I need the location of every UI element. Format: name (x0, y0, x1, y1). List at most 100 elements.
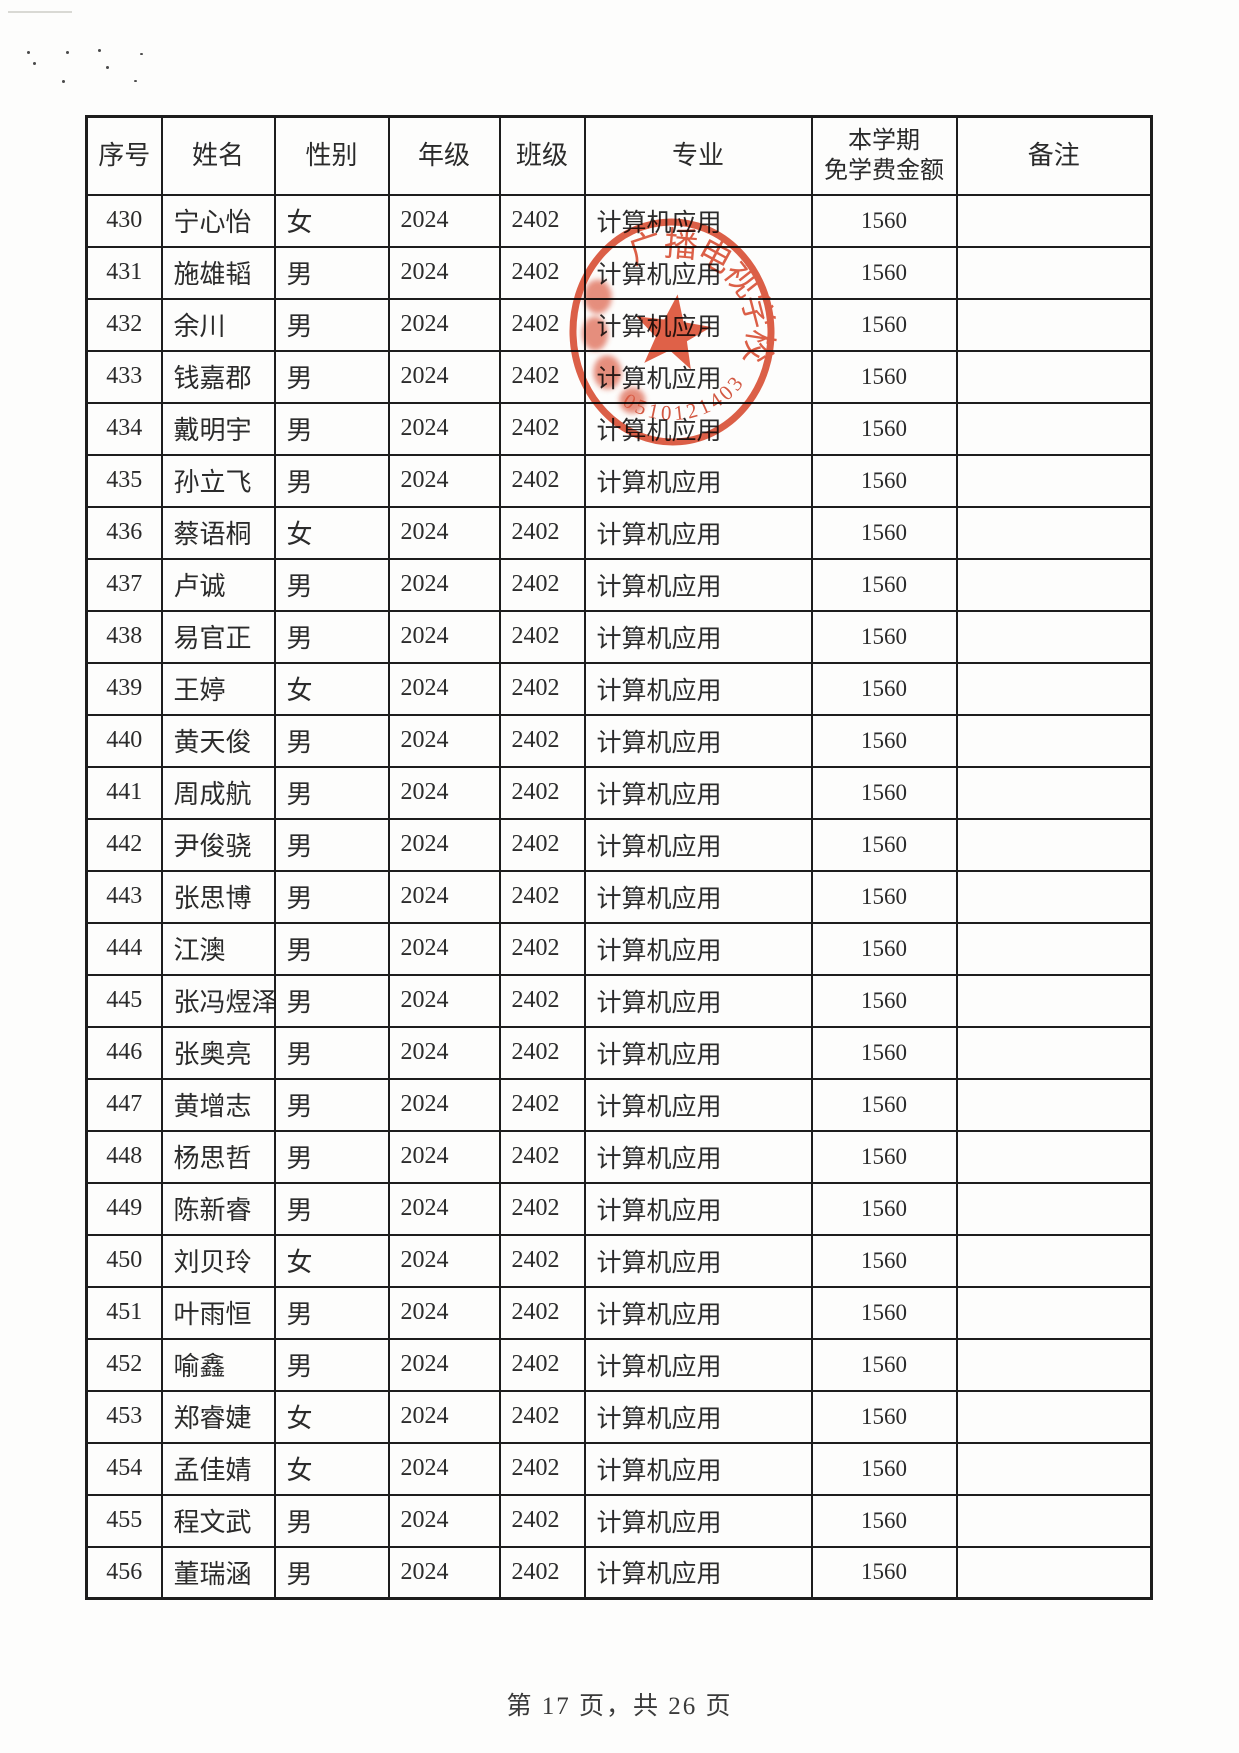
cell-amount: 1560 (810, 661, 958, 716)
cell-index: 440 (85, 713, 163, 768)
cell-index: 456 (85, 1545, 163, 1600)
cell-remark (955, 765, 1153, 820)
cell-grade: 2024 (387, 609, 501, 664)
cell-class: 2402 (498, 817, 586, 872)
cell-class: 2402 (498, 1441, 586, 1496)
table-row: 433 钱嘉郡 男 2024 2402 计算机应用 1560 (85, 349, 1153, 404)
cell-gender: 男 (273, 1181, 390, 1236)
cell-gender: 男 (273, 765, 390, 820)
cell-class: 2402 (498, 349, 586, 404)
cell-class: 2402 (498, 973, 586, 1028)
header-remark: 备注 (955, 115, 1153, 196)
table-row: 438 易官正 男 2024 2402 计算机应用 1560 (85, 609, 1153, 664)
cell-gender: 女 (273, 661, 390, 716)
cell-major: 计算机应用 (583, 1233, 813, 1288)
cell-amount: 1560 (810, 1181, 958, 1236)
cell-remark (955, 609, 1153, 664)
cell-gender: 男 (273, 869, 390, 924)
cell-remark (955, 661, 1153, 716)
cell-index: 455 (85, 1493, 163, 1548)
cell-index: 432 (85, 297, 163, 352)
cell-name: 江澳 (160, 921, 276, 976)
cell-amount: 1560 (810, 921, 958, 976)
cell-grade: 2024 (387, 1285, 501, 1340)
cell-class: 2402 (498, 1181, 586, 1236)
cell-name: 宁心怡 (160, 193, 276, 248)
cell-name: 董瑞涵 (160, 1545, 276, 1600)
cell-amount: 1560 (810, 1285, 958, 1340)
cell-amount: 1560 (810, 1545, 958, 1600)
cell-class: 2402 (498, 1285, 586, 1340)
cell-major: 计算机应用 (583, 1441, 813, 1496)
cell-name: 张奥亮 (160, 1025, 276, 1080)
cell-remark (955, 1181, 1153, 1236)
cell-grade: 2024 (387, 869, 501, 924)
cell-index: 443 (85, 869, 163, 924)
header-gender: 性别 (273, 115, 390, 196)
cell-class: 2402 (498, 869, 586, 924)
cell-major: 计算机应用 (583, 349, 813, 404)
header-class: 班级 (498, 115, 586, 196)
cell-remark (955, 713, 1153, 768)
cell-amount: 1560 (810, 609, 958, 664)
cell-remark (955, 1129, 1153, 1184)
cell-gender: 女 (273, 193, 390, 248)
cell-index: 430 (85, 193, 163, 248)
cell-gender: 女 (273, 1233, 390, 1288)
cell-major: 计算机应用 (583, 921, 813, 976)
cell-major: 计算机应用 (583, 1337, 813, 1392)
cell-name: 孙立飞 (160, 453, 276, 508)
header-amount: 本学期 免学费金额 (810, 115, 958, 196)
table-row: 450 刘贝玲 女 2024 2402 计算机应用 1560 (85, 1233, 1153, 1288)
table-row: 435 孙立飞 男 2024 2402 计算机应用 1560 (85, 453, 1153, 508)
cell-major: 计算机应用 (583, 297, 813, 352)
cell-remark (955, 401, 1153, 456)
header-index: 序号 (85, 115, 163, 196)
cell-gender: 男 (273, 1285, 390, 1340)
cell-gender: 男 (273, 401, 390, 456)
cell-index: 435 (85, 453, 163, 508)
table-row: 430 宁心怡 女 2024 2402 计算机应用 1560 (85, 193, 1153, 248)
cell-class: 2402 (498, 557, 586, 612)
cell-grade: 2024 (387, 1181, 501, 1236)
cell-major: 计算机应用 (583, 765, 813, 820)
cell-major: 计算机应用 (583, 713, 813, 768)
cell-name: 王婷 (160, 661, 276, 716)
cell-index: 439 (85, 661, 163, 716)
cell-grade: 2024 (387, 1493, 501, 1548)
cell-name: 杨思哲 (160, 1129, 276, 1184)
cell-class: 2402 (498, 1337, 586, 1392)
table-row: 431 施雄韬 男 2024 2402 计算机应用 1560 (85, 245, 1153, 300)
cell-remark (955, 1493, 1153, 1548)
table-row: 454 孟佳婧 女 2024 2402 计算机应用 1560 (85, 1441, 1153, 1496)
cell-name: 戴明宇 (160, 401, 276, 456)
cell-major: 计算机应用 (583, 453, 813, 508)
cell-name: 陈新睿 (160, 1181, 276, 1236)
cell-name: 周成航 (160, 765, 276, 820)
cell-major: 计算机应用 (583, 401, 813, 456)
cell-major: 计算机应用 (583, 973, 813, 1028)
cell-remark (955, 1077, 1153, 1132)
cell-remark (955, 297, 1153, 352)
cell-remark (955, 1233, 1153, 1288)
cell-name: 程文武 (160, 1493, 276, 1548)
cell-class: 2402 (498, 1129, 586, 1184)
cell-amount: 1560 (810, 1441, 958, 1496)
cell-class: 2402 (498, 1389, 586, 1444)
cell-remark (955, 453, 1153, 508)
cell-gender: 男 (273, 921, 390, 976)
cell-amount: 1560 (810, 297, 958, 352)
cell-name: 蔡语桐 (160, 505, 276, 560)
cell-grade: 2024 (387, 349, 501, 404)
table-row: 448 杨思哲 男 2024 2402 计算机应用 1560 (85, 1129, 1153, 1184)
cell-index: 437 (85, 557, 163, 612)
cell-amount: 1560 (810, 869, 958, 924)
cell-major: 计算机应用 (583, 1545, 813, 1600)
cell-major: 计算机应用 (583, 1389, 813, 1444)
cell-index: 433 (85, 349, 163, 404)
cell-major: 计算机应用 (583, 1129, 813, 1184)
cell-grade: 2024 (387, 245, 501, 300)
table-row: 447 黄增志 男 2024 2402 计算机应用 1560 (85, 1077, 1153, 1132)
student-table: 序号 姓名 性别 年级 班级 专业 本学期 免学费金额 备注 430 宁心怡 女… (85, 115, 1153, 1600)
cell-remark (955, 193, 1153, 248)
